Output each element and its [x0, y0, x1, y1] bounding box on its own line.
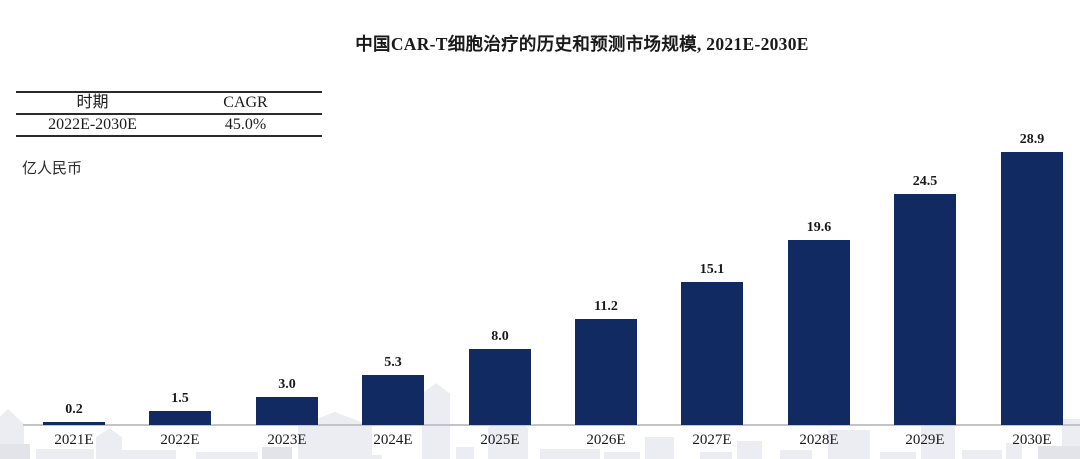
bar-group-2030E: 28.9 2030E — [1001, 132, 1063, 448]
watermark-building — [828, 430, 870, 459]
bar-group-2023E: 3.0 2023E — [256, 377, 318, 448]
x-axis-label: 2021E — [54, 432, 94, 448]
bar-value-label: 5.3 — [384, 355, 402, 370]
watermark-building — [604, 452, 640, 459]
bar-value-label: 8.0 — [491, 329, 509, 344]
bar — [362, 375, 424, 425]
bar — [894, 194, 956, 425]
watermark-building — [118, 450, 176, 459]
bar-group-2024E: 5.3 2024E — [362, 355, 424, 448]
watermark-building — [196, 452, 258, 459]
bar-group-2026E: 11.2 2026E — [575, 299, 637, 448]
watermark-building — [780, 450, 812, 459]
watermark-building — [340, 455, 382, 459]
cagr-table-header-cagr: CAGR — [223, 94, 268, 111]
bar-value-label: 3.0 — [278, 377, 296, 392]
bar-value-label: 19.6 — [806, 220, 832, 235]
bar-group-2029E: 24.5 2029E — [894, 174, 956, 448]
cagr-table-header-row: 时期 CAGR — [16, 93, 322, 115]
watermark-building — [1006, 443, 1022, 459]
x-axis-label: 2027E — [692, 432, 732, 448]
bar-group-2025E: 8.0 2025E — [469, 329, 531, 448]
cagr-table: 时期 CAGR 2022E-2030E 45.0% — [16, 91, 322, 137]
bar-group-2027E: 15.1 2027E — [681, 262, 743, 448]
bar-value-label: 15.1 — [699, 262, 725, 277]
cagr-table-data-row: 2022E-2030E 45.0% — [16, 115, 322, 135]
bar-value-label: 0.2 — [65, 402, 83, 417]
bar — [1001, 152, 1063, 425]
x-axis-label: 2024E — [373, 432, 413, 448]
bar — [681, 282, 743, 425]
watermark-building — [422, 383, 450, 459]
watermark-building — [962, 450, 1002, 459]
x-axis-label: 2023E — [267, 432, 307, 448]
bar — [469, 349, 531, 425]
bar-group-2021E: 0.2 2021E — [43, 402, 105, 448]
watermark-building — [540, 449, 600, 459]
bar — [788, 240, 850, 425]
watermark-building — [737, 441, 762, 459]
y-axis-unit-label: 亿人民币 — [22, 161, 83, 177]
bar-group-2022E: 1.5 2022E — [149, 391, 211, 448]
bar — [149, 411, 211, 425]
bar-value-label: 28.9 — [1019, 132, 1045, 147]
bar-value-label: 1.5 — [171, 391, 189, 406]
x-axis-line — [23, 424, 1080, 426]
x-axis-label: 2026E — [586, 432, 626, 448]
bar — [43, 422, 105, 425]
watermark-building — [700, 452, 732, 459]
watermark-building — [645, 437, 674, 459]
x-axis-label: 2029E — [905, 432, 945, 448]
watermark-building — [0, 444, 30, 459]
x-axis-label: 2030E — [1012, 432, 1052, 448]
watermark-building — [880, 452, 916, 459]
watermark-building — [1038, 446, 1080, 459]
bar — [575, 319, 637, 425]
bar-value-label: 24.5 — [912, 174, 938, 189]
cagr-table-period-value: 2022E-2030E — [48, 116, 137, 133]
chart-title: 中国CAR-T细胞治疗的历史和预测市场规模, 2021E-2030E — [355, 34, 809, 54]
cagr-table-cagr-value: 45.0% — [224, 116, 267, 133]
watermark-building — [456, 447, 474, 459]
x-axis-label: 2025E — [480, 432, 520, 448]
bar — [256, 397, 318, 425]
watermark-building — [262, 447, 292, 459]
bar-group-2028E: 19.6 2028E — [788, 220, 850, 448]
cagr-table-header-period: 时期 — [76, 94, 109, 111]
watermark-building — [36, 449, 94, 459]
x-axis-label: 2028E — [799, 432, 839, 448]
x-axis-label: 2022E — [160, 432, 200, 448]
bar-value-label: 11.2 — [594, 299, 618, 314]
